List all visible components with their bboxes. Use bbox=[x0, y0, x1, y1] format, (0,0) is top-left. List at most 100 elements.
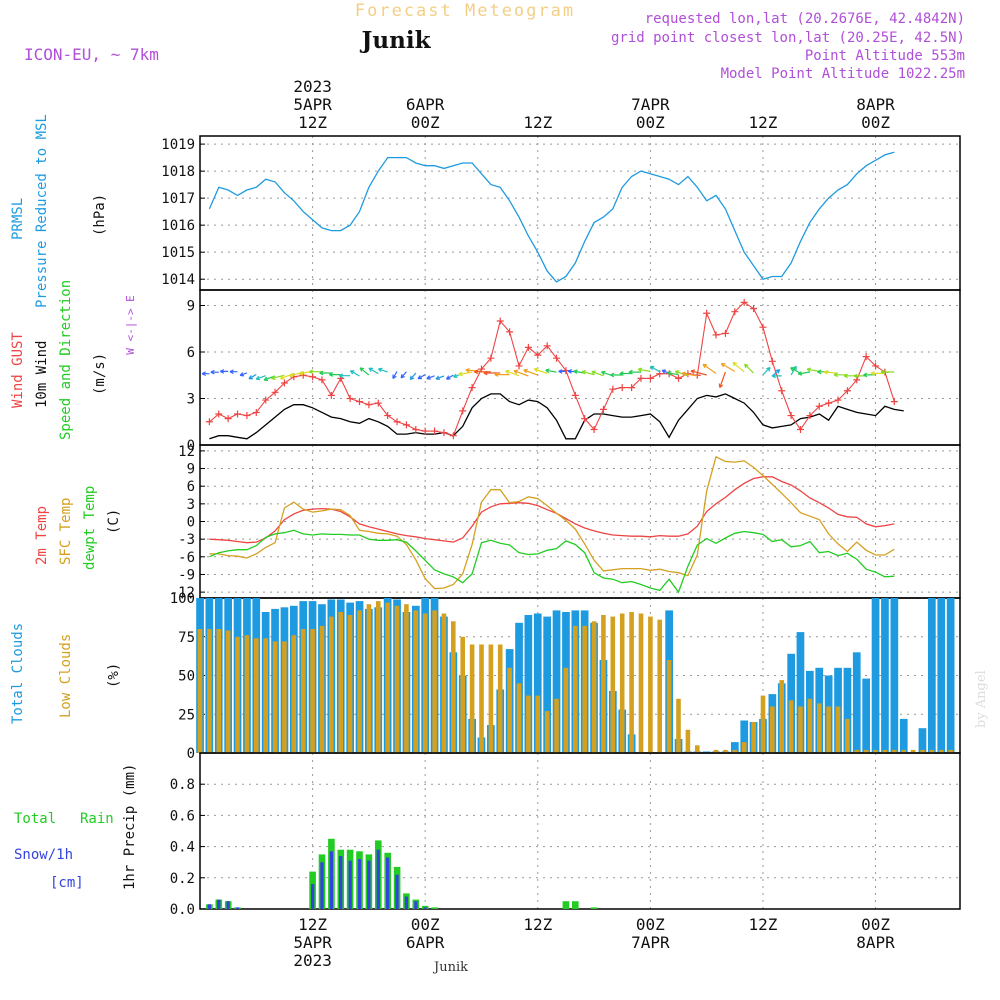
snow-bar bbox=[329, 851, 333, 909]
gust-point bbox=[731, 308, 739, 316]
snow-bar bbox=[414, 901, 418, 909]
rain-bar bbox=[431, 907, 438, 909]
gust-point bbox=[740, 298, 748, 306]
total-cloud-bar bbox=[862, 678, 870, 753]
wind-arrow bbox=[628, 369, 641, 375]
snow-bar bbox=[376, 849, 380, 909]
snow-label: Snow/1h bbox=[14, 847, 73, 863]
credit-watermark: by Angel bbox=[974, 670, 989, 728]
low-cloud-bar bbox=[601, 615, 606, 753]
gust-point bbox=[468, 384, 476, 392]
footer-location: Junik bbox=[432, 960, 468, 975]
wind-arrow bbox=[513, 369, 529, 377]
rain-bar bbox=[590, 907, 598, 909]
dewpt-series-line bbox=[209, 529, 895, 594]
low-cloud-bar bbox=[479, 644, 484, 753]
total-cloud-bar bbox=[543, 616, 551, 753]
gust-point bbox=[618, 384, 626, 392]
rain-bar bbox=[572, 901, 579, 909]
low-cloud-bar bbox=[873, 749, 878, 753]
y-tick-label: 0.8 bbox=[170, 777, 195, 793]
gust-point bbox=[524, 343, 532, 351]
y-tick-label: 1016 bbox=[161, 218, 195, 234]
bottom-tick-date: 8APR bbox=[856, 933, 895, 952]
low-cloud-bar bbox=[676, 698, 681, 754]
gust-point bbox=[628, 384, 636, 392]
wind-arrow bbox=[248, 373, 257, 380]
wind-arrow bbox=[329, 372, 341, 377]
low-cloud-bar bbox=[422, 613, 428, 753]
pressure-label-2: Pressure Reduced to MSL bbox=[34, 114, 50, 308]
snow-bar bbox=[226, 901, 230, 909]
temperature-panel: -12 -9-6 -30 3 69 12 bbox=[170, 444, 961, 601]
wind-arrow bbox=[229, 369, 238, 375]
bottom-tick-date: 5APR bbox=[293, 933, 332, 952]
low-cloud-bar bbox=[573, 625, 578, 753]
gust-point bbox=[515, 362, 523, 370]
gust-point bbox=[402, 421, 410, 429]
svg-text:W <-|-> E: W <-|-> E bbox=[124, 295, 137, 355]
gust-point bbox=[262, 396, 270, 404]
wind-arrow bbox=[417, 374, 426, 380]
total-cloud-bar bbox=[524, 615, 533, 753]
total-cloud-bar bbox=[881, 598, 889, 753]
low-cloud-bar bbox=[741, 742, 747, 753]
low-cloud-bar bbox=[535, 695, 541, 753]
y-tick-label: 3 bbox=[187, 392, 195, 408]
total-cloud-bar bbox=[740, 720, 749, 753]
wind-arrow bbox=[400, 371, 407, 379]
wind-arrow bbox=[797, 371, 811, 376]
low-cloud-bar bbox=[713, 749, 719, 753]
gust-point bbox=[412, 426, 420, 433]
top-tick-time: 12Z bbox=[523, 113, 552, 132]
y-tick-label: 6 bbox=[187, 479, 195, 495]
wind-arrow bbox=[523, 368, 539, 376]
y-tick-label: 100 bbox=[170, 591, 195, 607]
low-cloud-bar bbox=[310, 629, 315, 753]
gust-point bbox=[449, 432, 457, 440]
gust-point bbox=[712, 331, 720, 339]
low-cloud-bar bbox=[451, 621, 456, 754]
gust-point bbox=[646, 374, 654, 382]
location-title: Junik bbox=[360, 27, 432, 54]
snow-bar bbox=[348, 860, 352, 909]
wind-arrow bbox=[377, 367, 388, 373]
gust-point bbox=[384, 412, 392, 420]
low-cloud-bar bbox=[648, 616, 653, 753]
sfc-series-line bbox=[209, 455, 895, 590]
snow-bar bbox=[320, 862, 324, 909]
gust-point bbox=[778, 387, 786, 395]
precip-axis-label: 1hr Precip (mm) bbox=[122, 764, 138, 890]
gust-point bbox=[327, 391, 335, 399]
bottom-tick-date: 6APR bbox=[406, 933, 445, 952]
gust-point bbox=[768, 357, 776, 365]
gust-point bbox=[890, 398, 898, 406]
wind-arrow bbox=[619, 371, 632, 376]
wind-arrow bbox=[823, 369, 839, 375]
rain-label: Rain bbox=[80, 811, 114, 827]
total-label: Total bbox=[14, 811, 56, 827]
gust-point bbox=[487, 354, 495, 362]
total-cloud-bar bbox=[552, 610, 561, 753]
temp-labels: 2m Temp SFC Temp dewpt Temp (C) bbox=[34, 486, 122, 570]
low-cloud-bar bbox=[432, 610, 437, 753]
pressure-unit: (hPa) bbox=[92, 194, 108, 236]
panel-frame bbox=[199, 752, 961, 910]
clouds-panel: 0 25 50 75 100 bbox=[170, 591, 961, 762]
y-tick-label: 6 bbox=[187, 345, 195, 361]
snow-bar bbox=[311, 884, 315, 909]
bottom-tick-time: 12Z bbox=[749, 915, 778, 934]
top-tick-date: 5APR bbox=[293, 95, 332, 114]
low-cloud-bar bbox=[807, 698, 813, 754]
bottom-tick-time: 00Z bbox=[861, 915, 890, 934]
snow-bar bbox=[235, 907, 240, 909]
requested-coords: requested lon,lat (20.2676E, 42.4842N) bbox=[645, 11, 965, 27]
low-cloud-bar bbox=[610, 616, 616, 753]
gust-point bbox=[271, 388, 279, 396]
gust-point bbox=[243, 412, 251, 420]
wind-arrow bbox=[880, 369, 895, 375]
gust-point bbox=[252, 408, 260, 416]
wind-arrow bbox=[458, 371, 473, 377]
wind-arrow bbox=[667, 371, 679, 376]
